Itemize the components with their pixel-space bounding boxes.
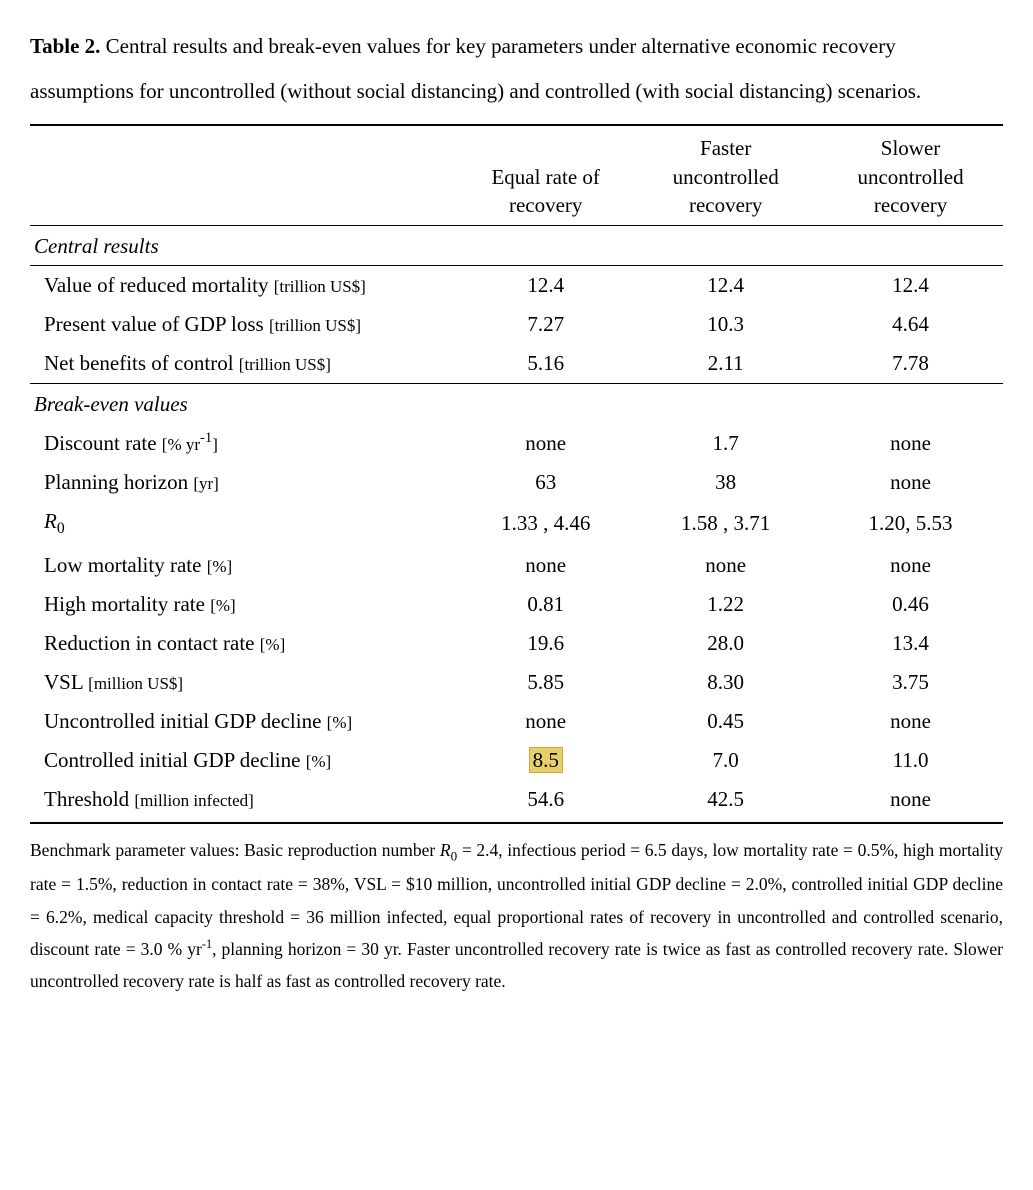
- row-label: Controlled initial GDP decline [%]: [30, 741, 458, 780]
- table-label: Table 2.: [30, 34, 100, 58]
- row-label: Net benefits of control [trillion US$]: [30, 344, 458, 384]
- table-cell: 63: [458, 463, 633, 502]
- table-row: Controlled initial GDP decline [%]8.57.0…: [30, 741, 1003, 780]
- row-label: R0: [30, 502, 458, 545]
- table-cell: 0.81: [458, 585, 633, 624]
- table-cell: 13.4: [818, 624, 1003, 663]
- row-label: Uncontrolled initial GDP decline [%]: [30, 702, 458, 741]
- table-cell: 0.46: [818, 585, 1003, 624]
- table-cell: 1.20, 5.53: [818, 502, 1003, 545]
- results-table: Equal rate ofrecovery Fasteruncontrolled…: [30, 124, 1003, 823]
- table-cell: 54.6: [458, 780, 633, 823]
- table-cell: 10.3: [633, 305, 818, 344]
- table-cell: 1.58 , 3.71: [633, 502, 818, 545]
- table-cell: 28.0: [633, 624, 818, 663]
- row-label: Reduction in contact rate [%]: [30, 624, 458, 663]
- table-row: Planning horizon [yr]6338none: [30, 463, 1003, 502]
- row-label: Planning horizon [yr]: [30, 463, 458, 502]
- table-cell: 5.16: [458, 344, 633, 384]
- table-row: R01.33 , 4.461.58 , 3.711.20, 5.53: [30, 502, 1003, 545]
- table-cell: none: [818, 546, 1003, 585]
- table-row: Reduction in contact rate [%]19.628.013.…: [30, 624, 1003, 663]
- table-header-row: Equal rate ofrecovery Fasteruncontrolled…: [30, 125, 1003, 226]
- section-title: Central results: [30, 226, 1003, 266]
- table-cell: 3.75: [818, 663, 1003, 702]
- table-cell: 42.5: [633, 780, 818, 823]
- header-slower: Sloweruncontrolledrecovery: [818, 125, 1003, 226]
- table-row: Value of reduced mortality [trillion US$…: [30, 266, 1003, 306]
- table-row: Discount rate [% yr-1]none1.7none: [30, 423, 1003, 463]
- table-cell: 5.85: [458, 663, 633, 702]
- table-row: High mortality rate [%]0.811.220.46: [30, 585, 1003, 624]
- table-cell: 1.7: [633, 423, 818, 463]
- table-row: Low mortality rate [%]nonenonenone: [30, 546, 1003, 585]
- table-cell: none: [633, 546, 818, 585]
- row-label: Low mortality rate [%]: [30, 546, 458, 585]
- table-body: Central resultsValue of reduced mortalit…: [30, 226, 1003, 823]
- table-cell: 7.27: [458, 305, 633, 344]
- table-cell: none: [818, 463, 1003, 502]
- table-cell: none: [818, 423, 1003, 463]
- table-cell: 7.0: [633, 741, 818, 780]
- table-cell: 8.30: [633, 663, 818, 702]
- table-cell: none: [458, 702, 633, 741]
- table-row: Net benefits of control [trillion US$]5.…: [30, 344, 1003, 384]
- table-cell: 11.0: [818, 741, 1003, 780]
- section-header: Break-even values: [30, 384, 1003, 424]
- table-cell: 19.6: [458, 624, 633, 663]
- row-label: High mortality rate [%]: [30, 585, 458, 624]
- table-cell: 7.78: [818, 344, 1003, 384]
- table-cell: 1.22: [633, 585, 818, 624]
- header-faster: Fasteruncontrolledrecovery: [633, 125, 818, 226]
- table-cell: 1.33 , 4.46: [458, 502, 633, 545]
- header-blank: [30, 125, 458, 226]
- table-cell: 12.4: [633, 266, 818, 306]
- table-footnote: Benchmark parameter values: Basic reprod…: [30, 834, 1003, 998]
- table-row: VSL [million US$]5.858.303.75: [30, 663, 1003, 702]
- table-caption: Table 2. Central results and break-even …: [30, 24, 1003, 114]
- table-cell: none: [458, 423, 633, 463]
- table-row: Present value of GDP loss [trillion US$]…: [30, 305, 1003, 344]
- row-label: VSL [million US$]: [30, 663, 458, 702]
- row-label: Threshold [million infected]: [30, 780, 458, 823]
- table-cell: 38: [633, 463, 818, 502]
- table-cell: none: [818, 702, 1003, 741]
- table-row: Threshold [million infected]54.642.5none: [30, 780, 1003, 823]
- table-cell: none: [818, 780, 1003, 823]
- table-cell: 8.5: [458, 741, 633, 780]
- header-equal: Equal rate ofrecovery: [458, 125, 633, 226]
- table-cell: 2.11: [633, 344, 818, 384]
- row-label: Value of reduced mortality [trillion US$…: [30, 266, 458, 306]
- table-cell: 0.45: [633, 702, 818, 741]
- row-label: Discount rate [% yr-1]: [30, 423, 458, 463]
- caption-text: Central results and break-even values fo…: [30, 34, 921, 103]
- table-cell: 12.4: [818, 266, 1003, 306]
- table-cell: 12.4: [458, 266, 633, 306]
- table-row: Uncontrolled initial GDP decline [%]none…: [30, 702, 1003, 741]
- section-title: Break-even values: [30, 384, 1003, 424]
- table-cell: none: [458, 546, 633, 585]
- section-header: Central results: [30, 226, 1003, 266]
- row-label: Present value of GDP loss [trillion US$]: [30, 305, 458, 344]
- table-cell: 4.64: [818, 305, 1003, 344]
